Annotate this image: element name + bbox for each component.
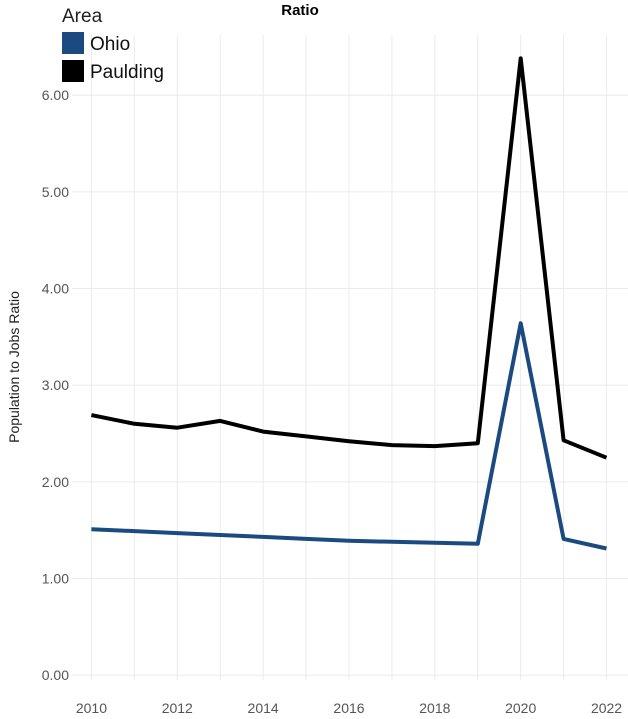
- x-tick-label: 2018: [419, 700, 450, 716]
- legend-swatch-ohio: [62, 32, 84, 54]
- y-tick-label: 6.00: [42, 87, 69, 103]
- series-line-paulding: [91, 56, 608, 460]
- y-tick-label: 2.00: [42, 474, 69, 490]
- grid: [72, 35, 628, 680]
- y-tick-label: 0.00: [42, 667, 69, 683]
- series-lines: [91, 56, 608, 551]
- legend: Area Ohio Paulding: [62, 6, 164, 83]
- y-tick-label: 3.00: [42, 377, 69, 393]
- y-axis-ticks: 0.00 1.00 2.00 3.00 4.00 5.00 6.00: [42, 87, 69, 683]
- legend-items: Ohio Paulding: [62, 32, 164, 83]
- x-tick-label: 2012: [162, 700, 193, 716]
- legend-label: Paulding: [90, 62, 164, 83]
- x-tick-label: 2010: [76, 700, 107, 716]
- legend-swatch-paulding: [62, 60, 84, 82]
- x-tick-label: 2022: [591, 700, 622, 716]
- legend-title: Area: [62, 6, 103, 27]
- legend-label: Ohio: [90, 34, 130, 55]
- x-tick-label: 2016: [333, 700, 364, 716]
- x-tick-label: 2020: [505, 700, 536, 716]
- chart-title: Ratio: [281, 2, 319, 19]
- y-tick-label: 4.00: [42, 281, 69, 297]
- y-axis-label: Population to Jobs Ratio: [6, 291, 22, 443]
- y-tick-label: 5.00: [42, 184, 69, 200]
- y-tick-label: 1.00: [42, 571, 69, 587]
- x-tick-label: 2014: [248, 700, 279, 716]
- series-line-ohio: [91, 321, 607, 551]
- x-axis-ticks: 2010 2012 2014 2016 2018 2020 2022: [76, 700, 622, 716]
